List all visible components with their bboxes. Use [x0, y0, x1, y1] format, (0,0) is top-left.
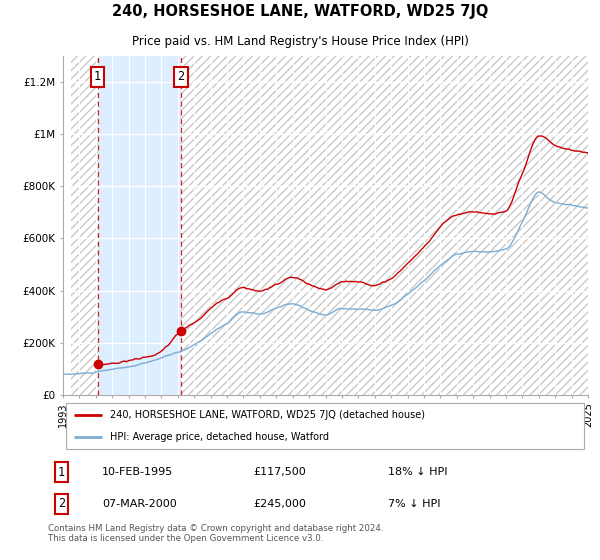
Text: 7% ↓ HPI: 7% ↓ HPI	[388, 499, 440, 509]
Text: £117,500: £117,500	[253, 467, 306, 477]
Text: 240, HORSESHOE LANE, WATFORD, WD25 7JQ: 240, HORSESHOE LANE, WATFORD, WD25 7JQ	[112, 4, 488, 19]
Text: 240, HORSESHOE LANE, WATFORD, WD25 7JQ (detached house): 240, HORSESHOE LANE, WATFORD, WD25 7JQ (…	[110, 410, 425, 420]
Bar	[98, 56, 181, 395]
Text: Price paid vs. HM Land Registry's House Price Index (HPI): Price paid vs. HM Land Registry's House …	[131, 35, 469, 48]
Text: 07-MAR-2000: 07-MAR-2000	[102, 499, 177, 509]
FancyBboxPatch shape	[65, 404, 584, 449]
Text: 2: 2	[178, 71, 185, 83]
Text: 1: 1	[58, 465, 65, 479]
Text: 10-FEB-1995: 10-FEB-1995	[102, 467, 173, 477]
Text: Contains HM Land Registry data © Crown copyright and database right 2024.
This d: Contains HM Land Registry data © Crown c…	[48, 524, 383, 543]
Text: £245,000: £245,000	[253, 499, 306, 509]
Text: 2: 2	[58, 497, 65, 510]
Text: 18% ↓ HPI: 18% ↓ HPI	[388, 467, 448, 477]
Text: 1: 1	[94, 71, 101, 83]
Text: HPI: Average price, detached house, Watford: HPI: Average price, detached house, Watf…	[110, 432, 329, 442]
